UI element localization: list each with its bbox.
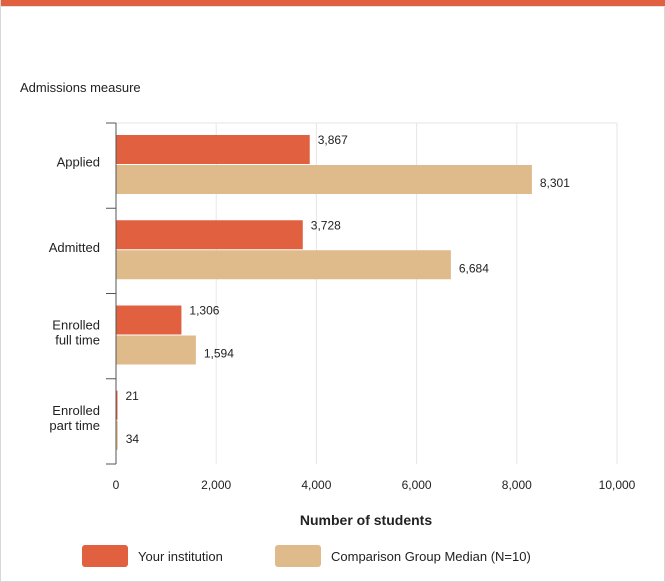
legend-swatch-comparison <box>275 545 321 567</box>
data-labels: 3,867 8,301 3,728 6,684 1,306 1,594 21 34 <box>126 133 571 446</box>
bar-comparison-0 <box>116 165 532 194</box>
data-label-comparison-3: 34 <box>126 432 140 446</box>
data-label-comparison-0: 8,301 <box>540 176 570 190</box>
legend-label-institution: Your institution <box>138 549 223 564</box>
y-category-label-0: Applied <box>57 155 100 170</box>
y-category-label-line: Admitted <box>49 240 100 255</box>
y-category-label-line: Enrolled <box>52 318 100 333</box>
data-label-institution-1: 3,728 <box>311 218 341 232</box>
x-tick-label-2: 4,000 <box>301 478 331 492</box>
bar-institution-1 <box>116 220 303 250</box>
x-tick-label-4: 8,000 <box>502 478 532 492</box>
bars <box>116 135 532 450</box>
y-category-label-3: Enrolled part time <box>49 403 100 433</box>
x-tick-label-5: 10,000 <box>599 478 636 492</box>
axes: 0 2,000 4,000 6,000 8,000 10,000 Applied Admitt… <box>49 122 636 492</box>
legend-swatch-institution <box>82 545 128 567</box>
legend-label-comparison: Comparison Group Median (N=10) <box>331 549 531 564</box>
bar-comparison-1 <box>116 250 451 280</box>
data-label-institution-3: 21 <box>126 389 140 403</box>
bar-institution-3 <box>116 390 118 420</box>
x-tick-label-0: 0 <box>113 478 120 492</box>
y-category-label-line: Applied <box>57 155 100 170</box>
y-category-label-line: part time <box>49 418 100 433</box>
y-category-label-line: full time <box>55 333 100 348</box>
bar-comparison-3 <box>116 420 118 450</box>
data-label-comparison-1: 6,684 <box>459 261 489 275</box>
accent-top-bar <box>1 0 665 6</box>
y-category-label-1: Admitted <box>49 240 100 255</box>
legend: Your institution Comparison Group Median … <box>82 545 531 567</box>
data-label-comparison-2: 1,594 <box>204 347 234 361</box>
x-tick-label-3: 6,000 <box>402 478 432 492</box>
x-tick-label-1: 2,000 <box>201 478 231 492</box>
gridlines <box>116 122 618 464</box>
y-category-label-line: Enrolled <box>52 403 100 418</box>
data-label-institution-0: 3,867 <box>318 133 348 147</box>
data-label-institution-2: 1,306 <box>189 304 219 318</box>
bar-institution-2 <box>116 305 182 335</box>
y-category-label-2: Enrolled full time <box>52 318 100 348</box>
x-axis-title: Number of students <box>300 512 432 528</box>
bar-comparison-2 <box>116 335 196 365</box>
top-divider <box>1 6 665 7</box>
bar-institution-0 <box>116 135 310 164</box>
category-axis-title: Admissions measure <box>20 80 141 95</box>
